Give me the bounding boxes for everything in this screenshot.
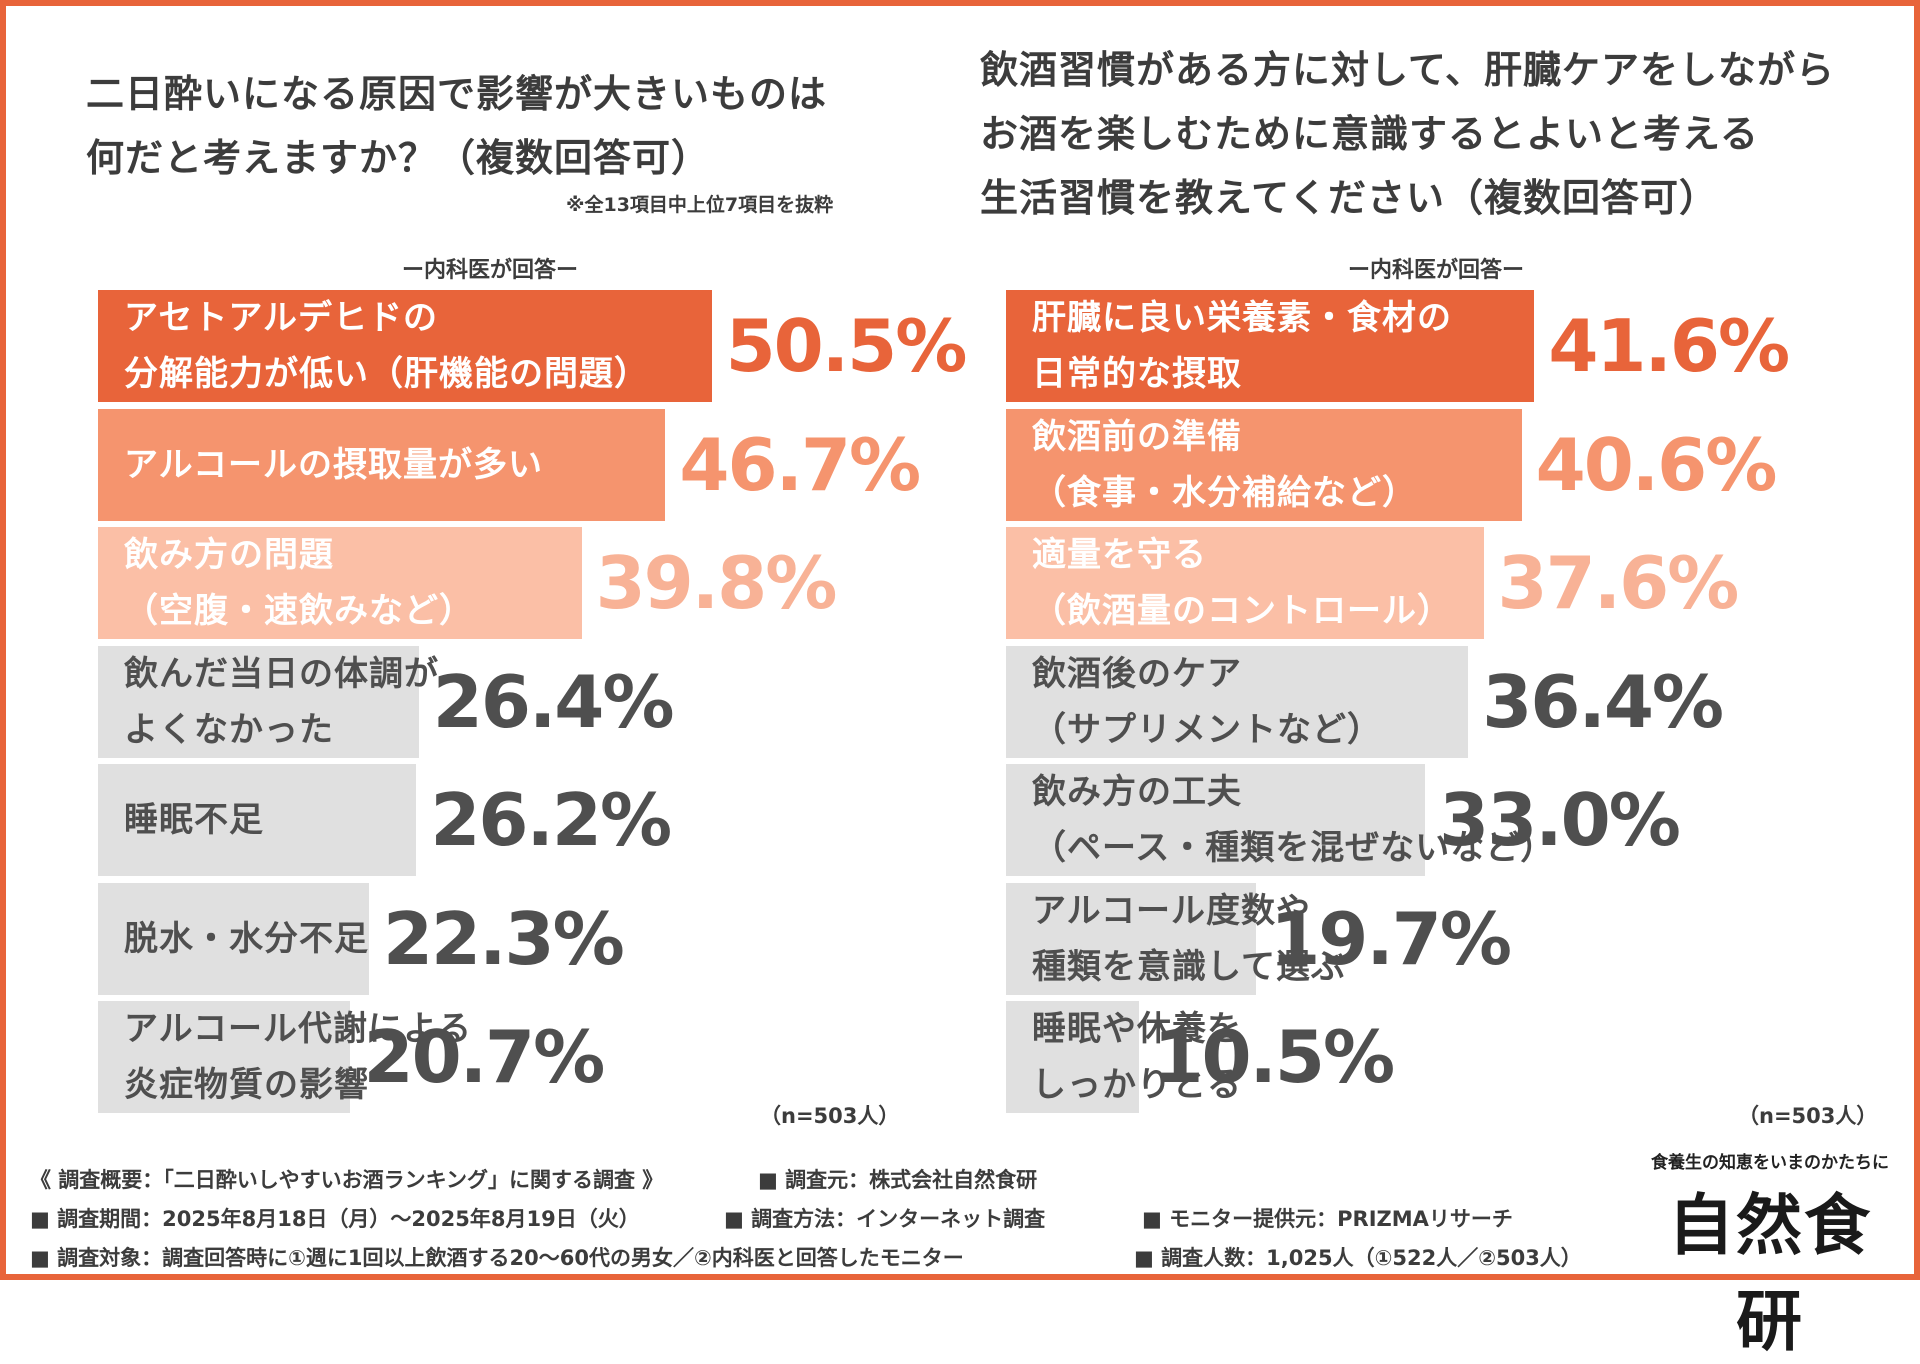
footer-survey-target: ■ 調査対象：調査回答時に①週に1回以上飲酒する20～60代の男女／②内科医と回…: [30, 1246, 964, 1270]
right-bar-label: 飲酒前の準備 （食事・水分補給など）: [1032, 416, 1417, 513]
right-bar-label: 睡眠や休養を しっかりとる: [1032, 1009, 1242, 1105]
left-title-line-2: 何だと考えますか？（複数回答可）: [86, 136, 711, 180]
right-bar-value: 33.0%: [1439, 778, 1681, 862]
right-bar-row: アルコール度数や 種類を意識して選ぶ 19.7%: [1006, 882, 1512, 995]
right-bar-label: 適量を守る （飲酒量のコントロール）: [1032, 535, 1452, 631]
left-bar-label: アルコール代謝による 炎症物質の影響: [124, 1009, 472, 1105]
left-question-title: 二日酔いになる原因で影響が大きいものは 何だと考えますか？（複数回答可）: [86, 62, 827, 190]
brand-logo: 自然食研: [1668, 1186, 1872, 1360]
footer-survey-overview: 《 調査概要：「二日酔いしやすいお酒ランキング」に関する調査 》: [30, 1168, 664, 1192]
left-bar-label: アルコールの摂取量が多い: [124, 444, 543, 485]
right-bar-label: 肝臓に良い栄養素・食材の 日常的な摂取: [1032, 298, 1452, 394]
left-bar: [98, 764, 417, 876]
left-bar-label: アセトアルデヒドの 分解能力が低い（肝機能の問題）: [124, 298, 649, 394]
left-bar: [98, 1001, 350, 1113]
right-bar-value: 37.6%: [1497, 541, 1740, 625]
left-bar-label: 睡眠不足: [124, 800, 264, 840]
right-bar-value: 19.7%: [1270, 896, 1512, 981]
right-bar-label: 飲酒後のケア （サプリメントなど）: [1032, 653, 1382, 750]
right-subhead: ー内科医が回答ー: [1347, 258, 1524, 283]
footer-survey-method: ■ 調査方法：インターネット調査: [724, 1207, 1046, 1231]
left-bar-row: 睡眠不足 26.2%: [98, 764, 672, 876]
right-bar-value: 36.4%: [1482, 659, 1724, 744]
right-bar-value: 41.6%: [1548, 304, 1790, 388]
right-bar: [1006, 882, 1257, 995]
brand-tagline: 食養生の知恵をいまのかたちに: [1651, 1153, 1889, 1173]
right-bar-row: 飲み方の工夫 （ペース・種類を混ぜないなど） 33.0%: [1006, 764, 1681, 876]
right-bar: [1006, 527, 1484, 639]
left-bar-row: 飲み方の問題 （空腹・速飲みなど） 39.8%: [98, 527, 837, 639]
right-sample-size: （n=503人）: [1738, 1104, 1878, 1128]
left-bar: [98, 645, 419, 758]
left-bar-row: アルコール代謝による 炎症物質の影響 20.7%: [98, 1001, 605, 1113]
right-bar: [1006, 408, 1522, 521]
right-bar-label: 飲み方の工夫 （ペース・種類を混ぜないなど）: [1032, 772, 1556, 868]
right-bar-chart: 肝臓に良い栄養素・食材の 日常的な摂取 41.6% 飲酒前の準備 （食事・水分補給な…: [1006, 290, 1790, 1113]
footer-survey-count: ■ 調査人数：1,025人（①522人／②503人）: [1134, 1246, 1582, 1270]
left-bar-label: 脱水・水分不足: [124, 918, 369, 959]
right-bar-row: 飲酒後のケア （サプリメントなど） 36.4%: [1006, 645, 1724, 758]
footer-monitor-provider: ■ モニター提供元：PRIZMAリサーチ: [1142, 1207, 1513, 1231]
right-bar-row: 適量を守る （飲酒量のコントロール） 37.6%: [1006, 527, 1739, 639]
right-bar-value: 40.6%: [1535, 422, 1778, 507]
right-bar: [1006, 645, 1469, 758]
left-bar-row: アセトアルデヒドの 分解能力が低い（肝機能の問題） 50.5%: [98, 290, 967, 402]
right-bar: [1006, 290, 1535, 402]
left-bar-chart: アセトアルデヒドの 分解能力が低い（肝機能の問題） 50.5% アルコールの摂取量が…: [98, 290, 967, 1113]
left-bar-value: 22.3%: [382, 896, 625, 981]
left-subhead: ー内科医が回答ー: [401, 258, 578, 283]
right-title-line-3: 生活習慣を教えてください（複数回答可）: [980, 176, 1718, 220]
left-bar-value: 26.4%: [432, 659, 675, 744]
left-bar-row: 飲んだ当日の体調が よくなかった 26.4%: [98, 645, 675, 758]
right-bar-value: 10.5%: [1153, 1015, 1395, 1099]
right-title-line-2: お酒を楽しむために意識するとよいと考える: [980, 112, 1759, 156]
left-bar-value: 20.7%: [363, 1015, 606, 1099]
right-bar-label: アルコール度数や 種類を意識して選ぶ: [1032, 890, 1346, 987]
right-bar-row: 肝臓に良い栄養素・食材の 日常的な摂取 41.6%: [1006, 290, 1790, 402]
left-bar-value: 26.2%: [430, 778, 672, 862]
left-bar: [98, 882, 369, 995]
left-bar-value: 39.8%: [595, 541, 838, 625]
left-bar-label: 飲んだ当日の体調が よくなかった: [124, 653, 439, 750]
left-title-line-1: 二日酔いになる原因で影響が大きいものは: [86, 72, 828, 116]
left-bar-value: 46.7%: [679, 422, 921, 507]
left-bar-row: アルコールの摂取量が多い 46.7%: [98, 408, 921, 521]
right-question-title: 飲酒習慣がある方に対して、肝臓ケアをしながら お酒を楽しむために意識するとよいと…: [980, 38, 1835, 230]
left-sample-size: （n=503人）: [760, 1104, 900, 1128]
right-bar-row: 飲酒前の準備 （食事・水分補給など） 40.6%: [1006, 408, 1777, 521]
right-bar-row: 睡眠や休養を しっかりとる 10.5%: [1006, 1001, 1395, 1113]
left-bar-row: 脱水・水分不足 22.3%: [98, 882, 625, 995]
left-bar: [98, 527, 582, 639]
left-bar-label: 飲み方の問題 （空腹・速飲みなど）: [124, 535, 474, 631]
right-bar: [1006, 1001, 1140, 1113]
left-bar-value: 50.5%: [725, 304, 968, 388]
left-note: ※全13項目中上位7項目を抜粋: [566, 194, 834, 216]
left-bar: [98, 290, 712, 402]
footer-survey-period: ■ 調査期間：2025年8月18日（月）～2025年8月19日（火）: [30, 1207, 640, 1231]
left-bar: [98, 408, 666, 521]
footer-survey-source: ■ 調査元：株式会社自然食研: [758, 1168, 1038, 1192]
right-title-line-1: 飲酒習慣がある方に対して、肝臓ケアをしながら: [980, 48, 1835, 92]
right-bar: [1006, 764, 1426, 876]
